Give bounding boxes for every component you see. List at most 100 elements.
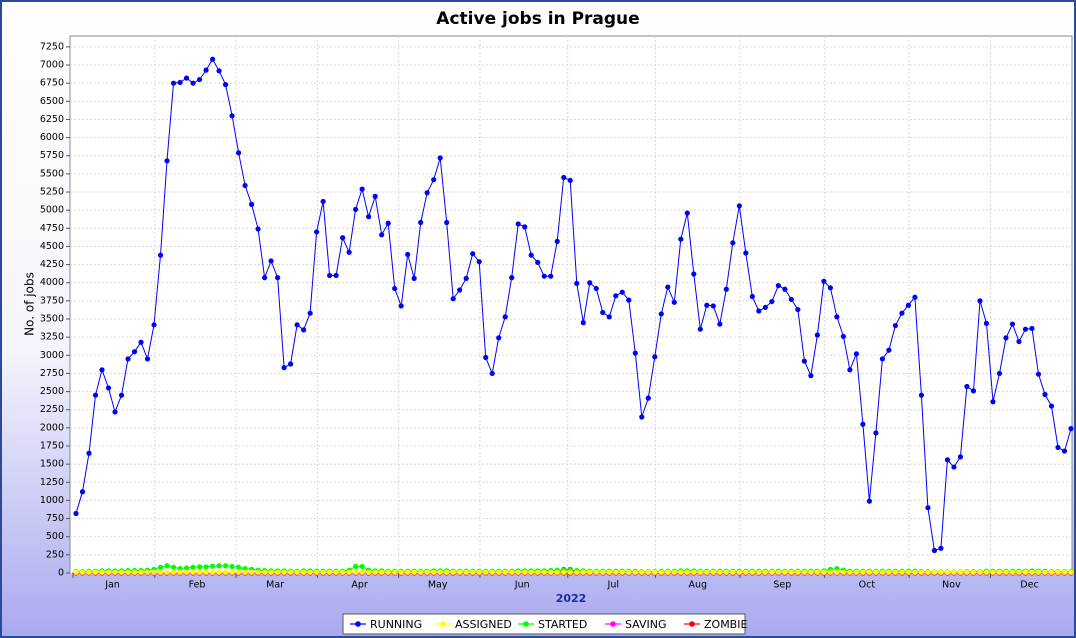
data-point: [931, 547, 938, 554]
data-point: [541, 569, 547, 575]
data-point: [762, 304, 768, 311]
data-point: [118, 569, 125, 575]
data-point: [327, 272, 333, 279]
data-point: [496, 335, 502, 341]
data-point: [905, 569, 912, 575]
data-point: [613, 569, 619, 575]
data-point: [977, 569, 983, 575]
data-point: [177, 566, 183, 572]
data-point: [515, 221, 521, 227]
data-point: [222, 563, 229, 569]
data-point: [1003, 335, 1009, 341]
data-point: [333, 272, 339, 279]
data-point: [892, 322, 899, 329]
data-point: [704, 569, 710, 575]
data-point: [320, 569, 326, 575]
data-point: [704, 302, 710, 308]
data-point: [398, 303, 404, 309]
y-tick-label: 2250: [40, 404, 64, 415]
data-point: [502, 569, 508, 575]
data-point: [353, 569, 359, 575]
data-point: [418, 219, 424, 226]
data-point: [496, 569, 502, 575]
y-tick-label: 5500: [40, 168, 64, 179]
data-point: [736, 203, 742, 209]
data-point: [431, 177, 437, 183]
data-point: [366, 214, 372, 220]
data-point: [301, 569, 307, 575]
data-point: [73, 569, 79, 575]
data-point: [424, 190, 430, 196]
data-point: [190, 569, 196, 575]
data-point: [892, 569, 899, 575]
data-point: [918, 569, 925, 575]
y-tick-label: 250: [46, 549, 64, 560]
data-point: [509, 275, 515, 281]
data-point: [808, 569, 814, 575]
data-point: [275, 569, 281, 575]
y-tick-label: 5000: [40, 205, 64, 216]
data-point: [229, 563, 235, 570]
data-point: [834, 314, 840, 320]
y-axis-label: No. of jobs: [23, 272, 37, 336]
data-point: [151, 322, 157, 328]
data-point: [203, 67, 209, 73]
data-point: [144, 356, 151, 362]
data-point: [327, 569, 333, 575]
data-point: [112, 409, 118, 415]
data-point: [1055, 444, 1061, 451]
data-point: [203, 569, 209, 575]
data-point: [177, 79, 183, 86]
y-tick-label: 7000: [40, 60, 64, 71]
y-tick-label: 4000: [40, 277, 64, 288]
data-point: [710, 569, 716, 575]
data-point: [385, 220, 391, 226]
data-point: [99, 569, 105, 575]
data-point: [288, 569, 294, 575]
series-line: [76, 565, 1071, 573]
y-tick-label: 4500: [40, 241, 64, 252]
data-point: [509, 569, 515, 575]
data-point: [444, 569, 450, 575]
x-tick-label: Jun: [514, 580, 530, 591]
data-point: [574, 569, 580, 575]
x-tick-label: May: [428, 580, 448, 591]
y-tick-label: 3000: [40, 350, 64, 361]
data-point: [209, 569, 216, 575]
data-point: [379, 569, 385, 575]
data-point: [281, 365, 287, 371]
data-point: [437, 155, 443, 161]
data-point: [301, 327, 307, 333]
data-point: [684, 569, 690, 575]
data-point: [229, 569, 235, 575]
data-point: [340, 569, 346, 575]
data-point: [248, 569, 255, 575]
data-point: [248, 201, 255, 207]
data-point: [235, 564, 242, 570]
data-point: [372, 569, 378, 575]
data-point: [164, 158, 170, 164]
data-point: [996, 370, 1003, 377]
data-point: [157, 564, 164, 570]
data-point: [457, 569, 463, 575]
data-point: [183, 569, 190, 575]
data-point: [229, 113, 235, 119]
data-point: [437, 569, 443, 575]
data-point: [938, 545, 944, 551]
data-point: [450, 569, 456, 575]
data-point: [125, 356, 131, 362]
data-point: [398, 569, 404, 575]
data-point: [261, 569, 268, 575]
x-tick-label: Apr: [351, 580, 368, 591]
data-point: [847, 367, 853, 373]
data-point: [788, 569, 794, 575]
data-point: [470, 569, 476, 575]
data-point: [131, 349, 138, 355]
data-point: [138, 339, 144, 345]
data-point: [886, 569, 892, 575]
y-tick-label: 1000: [40, 495, 64, 506]
data-point: [990, 569, 996, 575]
data-point: [242, 569, 248, 575]
data-point: [964, 569, 970, 575]
data-point: [840, 333, 846, 340]
